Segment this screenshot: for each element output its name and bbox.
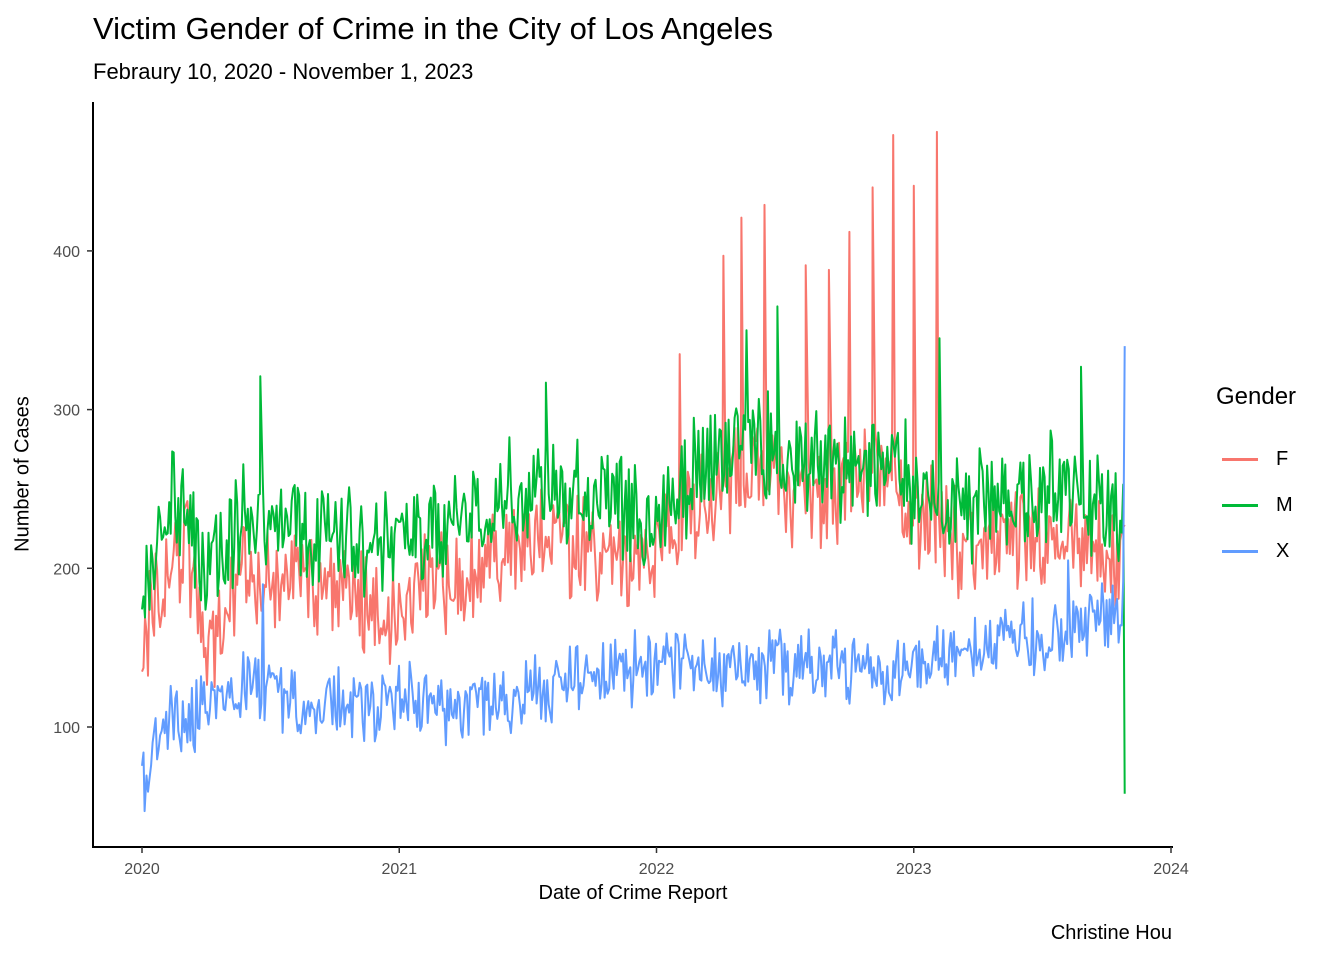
x-tick-label: 2020 bbox=[124, 861, 160, 878]
legend-title: Gender bbox=[1216, 383, 1297, 410]
legend-key-m bbox=[1222, 504, 1258, 507]
legend-label-x: X bbox=[1276, 540, 1290, 562]
y-tick-label: 200 bbox=[53, 561, 80, 578]
series-line-f bbox=[141, 130, 1126, 688]
y-axis-label: Number of Cases bbox=[11, 396, 34, 552]
legend-label-m: M bbox=[1276, 494, 1293, 516]
x-tick-label: 2024 bbox=[1153, 861, 1189, 878]
series-line-x bbox=[141, 346, 1126, 813]
chart-caption: Christine Hou bbox=[1050, 922, 1172, 944]
y-tick-label: 100 bbox=[53, 720, 80, 737]
chart-title: Victim Gender of Crime in the City of Lo… bbox=[93, 11, 774, 46]
legend-key-f bbox=[1222, 458, 1258, 461]
legend-label-f: F bbox=[1276, 448, 1289, 470]
legend: Gender F M X bbox=[1216, 382, 1296, 576]
y-tick-label: 400 bbox=[53, 244, 80, 261]
x-tick-label: 2022 bbox=[639, 861, 675, 878]
legend-item-m: M bbox=[1216, 484, 1296, 530]
legend-key-x bbox=[1222, 550, 1258, 553]
x-axis-label: Date of Crime Report bbox=[538, 882, 728, 904]
x-tick-label: 2023 bbox=[896, 861, 932, 878]
legend-item-x: X bbox=[1216, 530, 1296, 576]
y-tick-label: 300 bbox=[53, 403, 80, 420]
legend-item-f: F bbox=[1216, 438, 1296, 484]
series-line-m bbox=[141, 305, 1126, 794]
x-tick-label: 2021 bbox=[381, 861, 417, 878]
chart-subtitle: Febraury 10, 2020 - November 1, 2023 bbox=[93, 59, 474, 84]
